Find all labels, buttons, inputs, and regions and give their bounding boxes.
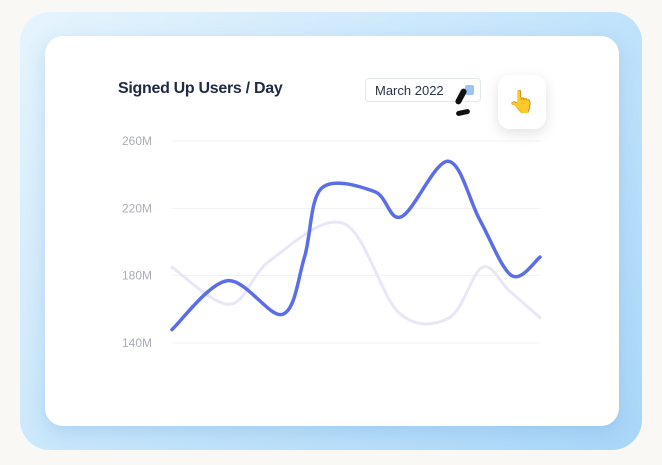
chart-title: Signed Up Users / Day (118, 80, 283, 97)
month-picker[interactable]: March 2022 (365, 78, 481, 102)
y-tick-label: 260M (122, 134, 152, 148)
calendar-icon[interactable] (465, 85, 474, 95)
pointer-button[interactable]: 👆 (498, 75, 546, 129)
y-tick-label: 180M (122, 269, 152, 283)
pointing-hand-icon: 👆 (508, 89, 536, 114)
series-line-current (170, 159, 542, 332)
month-picker-value: March 2022 (375, 83, 444, 98)
y-tick-label: 140M (122, 336, 152, 350)
y-tick-label: 220M (122, 201, 152, 215)
series-line-previous (170, 220, 542, 326)
